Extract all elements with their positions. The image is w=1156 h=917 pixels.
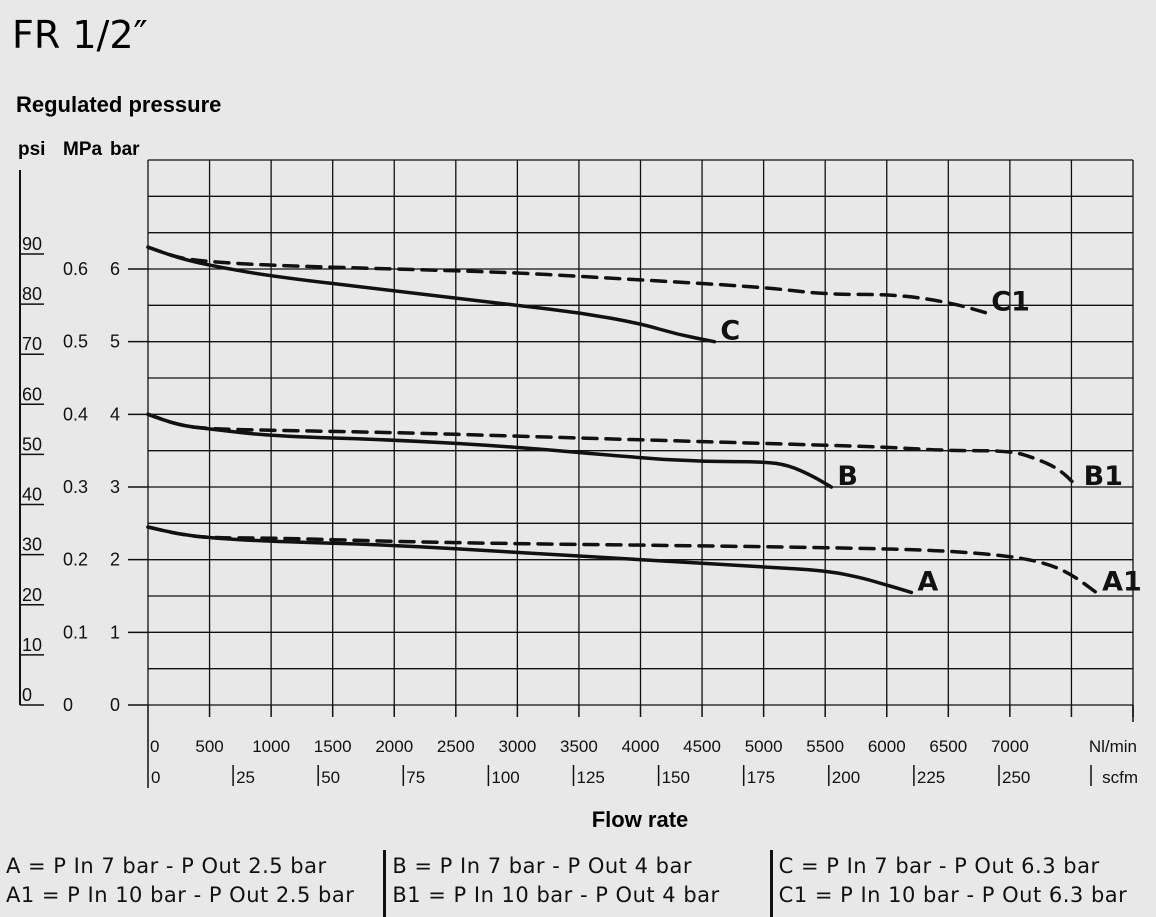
mpa-tick-label: 0.3 (63, 477, 88, 497)
nlmin-tick-label: 4000 (622, 737, 660, 756)
series-label-a: A (917, 566, 938, 597)
bar-tick-label: 3 (110, 477, 120, 497)
psi-tick-label: 80 (22, 284, 42, 304)
scfm-tick-label: 200 (832, 768, 860, 787)
mpa-tick-label: 0 (63, 695, 73, 715)
psi-tick-label: 90 (22, 234, 42, 254)
nlmin-tick-label: 1000 (252, 737, 290, 756)
nlmin-tick-label: 0 (150, 737, 159, 756)
psi-tick-label: 20 (22, 585, 42, 605)
chart-canvas: FR 1/2″ Regulated pressure psi MPa bar 0… (12, 13, 1142, 832)
legend-entry-b: B = P In 7 bar - P Out 4 bar (392, 854, 692, 878)
scfm-tick-label: 250 (1002, 768, 1030, 787)
mpa-tick-label: 0.4 (63, 404, 88, 424)
mpa-tick-label: 0.6 (63, 259, 88, 279)
nlmin-tick-label: 4500 (683, 737, 721, 756)
nlmin-tick-label: 3000 (498, 737, 536, 756)
psi-tick-label: 60 (22, 384, 42, 404)
bar-tick-label: 1 (110, 622, 120, 642)
scfm-tick-label: 25 (236, 768, 255, 787)
legend-column-c: C = P In 7 bar - P Out 6.3 bar C1 = P In… (773, 850, 1156, 917)
nlmin-tick-label: 2500 (437, 737, 475, 756)
nlmin-tick-label: 1500 (314, 737, 352, 756)
y-unit-mpa: MPa (63, 139, 103, 160)
series-line-c1 (146, 245, 988, 315)
y-unit-bar: bar (110, 139, 140, 160)
scfm-tick-label: 0 (151, 768, 160, 787)
series-label-c1: C1 (991, 287, 1030, 318)
psi-tick-label: 30 (22, 535, 42, 555)
nlmin-tick-label: 5000 (745, 737, 783, 756)
scfm-tick-label: 150 (662, 768, 690, 787)
series-line-a1 (146, 525, 1098, 595)
psi-tick-label: 40 (22, 485, 42, 505)
bar-tick-label: 2 (110, 550, 120, 570)
nlmin-tick-label: 3500 (560, 737, 598, 756)
nlmin-unit-label: Nl/min (1089, 737, 1137, 756)
psi-tick-label: 10 (22, 635, 42, 655)
psi-tick-label: 0 (22, 685, 32, 705)
nlmin-tick-label: 7000 (991, 737, 1029, 756)
scfm-tick-label: 225 (917, 768, 945, 787)
bar-tick-label: 6 (110, 259, 120, 279)
y-axis-label: Regulated pressure (16, 92, 221, 117)
series-label-b1: B1 (1084, 461, 1123, 492)
y-unit-psi: psi (18, 139, 45, 160)
scfm-tick-label: 100 (491, 768, 519, 787)
series-label-c: C (720, 316, 740, 347)
nlmin-tick-label: 500 (195, 737, 223, 756)
psi-tick-label: 50 (22, 434, 42, 454)
nlmin-tick-label: 6000 (868, 737, 906, 756)
series-label-a1: A1 (1102, 566, 1142, 597)
mpa-tick-label: 0.1 (63, 622, 88, 642)
chart-axes (19, 170, 1134, 788)
bar-tick-label: 4 (110, 404, 120, 424)
legend: A = P In 7 bar - P Out 2.5 bar A1 = P In… (0, 850, 1156, 917)
chart-title: FR 1/2″ (12, 13, 148, 57)
series-label-b: B (837, 461, 858, 492)
legend-column-b: B = P In 7 bar - P Out 4 bar B1 = P In 1… (386, 850, 773, 917)
chart-grid (147, 159, 1134, 706)
mpa-tick-label: 0.2 (63, 550, 88, 570)
nlmin-tick-label: 6500 (929, 737, 967, 756)
legend-entry-c1: C1 = P In 10 bar - P Out 6.3 bar (778, 883, 1128, 907)
legend-entry-a: A = P In 7 bar - P Out 2.5 bar (6, 854, 327, 878)
scfm-unit-label: scfm (1102, 768, 1138, 787)
legend-entry-c: C = P In 7 bar - P Out 6.3 bar (778, 854, 1100, 878)
scfm-tick-label: 175 (747, 768, 775, 787)
bar-tick-label: 5 (110, 332, 120, 352)
legend-entry-b1: B1 = P In 10 bar - P Out 4 bar (392, 883, 720, 907)
bar-tick-label: 0 (110, 695, 120, 715)
chart-tick-labels: 010203040506070809000.10.20.30.40.50.601… (22, 234, 1142, 787)
x-axis-label: Flow rate (592, 807, 689, 832)
nlmin-tick-label: 2000 (375, 737, 413, 756)
nlmin-tick-label: 5500 (806, 737, 844, 756)
psi-tick-label: 70 (22, 334, 42, 354)
chart-series (146, 245, 1098, 595)
scfm-tick-label: 125 (577, 768, 605, 787)
series-line-c (146, 245, 717, 344)
legend-entry-a1: A1 = P In 10 bar - P Out 2.5 bar (6, 883, 355, 907)
series-line-b1 (146, 412, 1080, 489)
mpa-tick-label: 0.5 (63, 332, 88, 352)
legend-column-a: A = P In 7 bar - P Out 2.5 bar A1 = P In… (0, 850, 387, 917)
scfm-tick-label: 50 (321, 768, 340, 787)
scfm-tick-label: 75 (406, 768, 425, 787)
